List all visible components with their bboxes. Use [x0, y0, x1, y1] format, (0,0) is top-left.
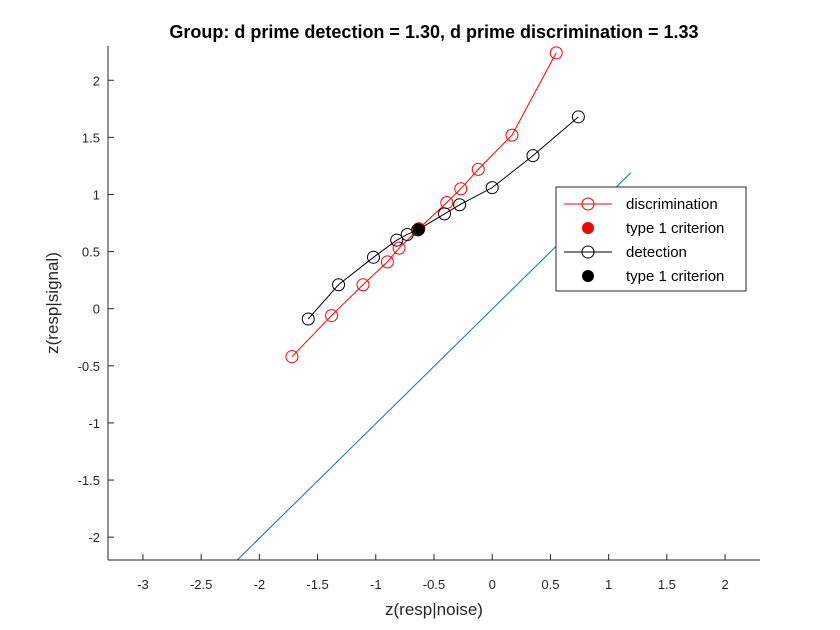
legend-marker — [582, 222, 594, 234]
data-point — [454, 182, 468, 196]
data-point — [505, 128, 519, 142]
legend: discrimination type 1 criterion detection t… — [555, 186, 747, 292]
data-point — [485, 181, 499, 195]
x-tick-label: -2.5 — [190, 577, 212, 592]
legend-label: detection — [626, 244, 687, 261]
data-point — [549, 46, 563, 60]
data-point — [332, 278, 346, 292]
plot-area — [108, 46, 760, 560]
legend-label: discrimination — [626, 196, 718, 213]
legend-entry-0: discrimination — [564, 196, 718, 213]
y-tick-label: 0.5 — [82, 245, 100, 260]
legend-marker — [581, 245, 595, 259]
data-point — [390, 233, 404, 247]
data-point — [453, 198, 467, 212]
data-point — [325, 309, 339, 323]
y-tick-label: -1 — [88, 416, 100, 431]
legend-label: type 1 criterion — [626, 220, 724, 237]
x-tick-label: 2 — [721, 577, 728, 592]
y-tick-label: -2 — [88, 530, 100, 545]
legend-entry-3: type 1 criterion — [582, 268, 724, 285]
x-tick-label: 1 — [605, 577, 612, 592]
data-point — [392, 241, 406, 255]
y-tick-label: 1 — [93, 187, 100, 202]
y-tick-label: -0.5 — [78, 359, 100, 374]
data-point — [285, 350, 299, 364]
legend-marker — [582, 270, 594, 282]
data-point — [571, 110, 585, 124]
y-tick-label: 2 — [93, 73, 100, 88]
series-layer — [285, 46, 585, 364]
x-tick-label: -2 — [254, 577, 266, 592]
x-axis-label: z(resp|noise) — [385, 600, 483, 619]
x-tick-label: 1.5 — [658, 577, 676, 592]
legend-marker — [581, 197, 595, 211]
data-point — [356, 278, 370, 292]
y-axis-label: z(resp|signal) — [43, 252, 62, 354]
data-point — [366, 250, 380, 264]
x-tick-label: -1.5 — [306, 577, 328, 592]
axes-layer: -3 -2.5 -2 -1.5 -1 -0.5 0 0.5 1 1.5 2 -2 -1.5 -1 -0.5 0… — [78, 46, 760, 592]
y-tick-label: 0 — [93, 302, 100, 317]
x-tick-label: -1 — [370, 577, 382, 592]
data-point — [437, 207, 451, 221]
legend-label: type 1 criterion — [626, 268, 724, 285]
x-tick-label: -0.5 — [423, 577, 445, 592]
series-3 — [412, 223, 425, 236]
criterion-point — [412, 223, 425, 236]
data-point — [301, 312, 315, 326]
chart-title: Group: d prime detection = 1.30, d prime… — [169, 22, 698, 42]
x-tick-label: -3 — [137, 577, 149, 592]
legend-entry-2: detection — [564, 244, 687, 261]
x-tick-label: 0 — [489, 577, 496, 592]
data-point — [380, 255, 394, 269]
data-point — [471, 162, 485, 176]
y-tick-label: 1.5 — [82, 130, 100, 145]
data-point — [526, 149, 540, 163]
y-tick-label: -1.5 — [78, 473, 100, 488]
legend-entry-1: type 1 criterion — [582, 220, 724, 237]
x-tick-label: 0.5 — [541, 577, 559, 592]
